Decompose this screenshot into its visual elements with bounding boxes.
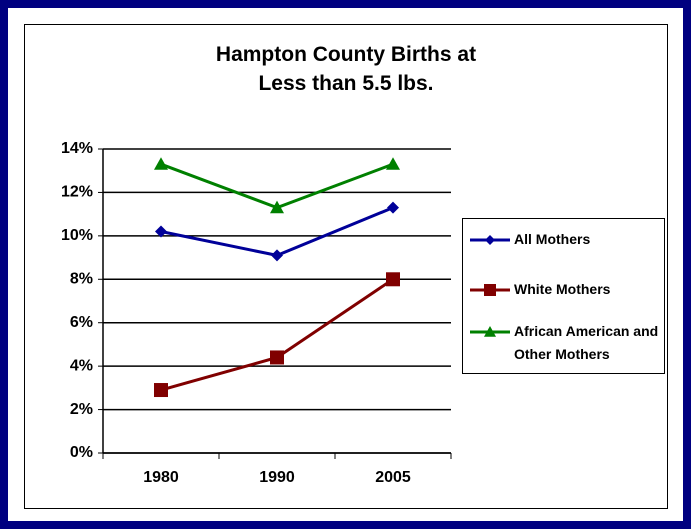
- legend-label: White Mothers: [514, 281, 611, 297]
- marker: [271, 249, 283, 262]
- marker: [484, 284, 496, 296]
- marker: [155, 225, 167, 238]
- marker: [154, 383, 168, 398]
- y-tick-label: 6%: [70, 314, 93, 331]
- y-tick-label: 12%: [61, 184, 93, 201]
- chart-title: Hampton County Births at Less than 5.5 l…: [215, 43, 477, 95]
- y-tick-label: 14%: [61, 140, 93, 157]
- marker: [154, 157, 168, 170]
- y-tick-label: 8%: [70, 271, 93, 288]
- x-tick-label: 2005: [375, 469, 411, 486]
- y-tick-label: 4%: [70, 357, 93, 374]
- legend-label: All Mothers: [514, 231, 591, 247]
- marker: [485, 235, 495, 245]
- y-tick-label: 0%: [70, 444, 93, 461]
- marker: [386, 272, 400, 287]
- x-tick-label: 1980: [143, 469, 179, 486]
- x-tick-label: 1990: [259, 469, 295, 486]
- legend-label-box: African American and Other Mothers: [514, 323, 659, 362]
- marker: [387, 201, 399, 214]
- marker: [484, 326, 496, 337]
- marker: [270, 200, 284, 214]
- title-box: Hampton County Births at Less than 5.5 l…: [215, 43, 477, 95]
- y-tick-label: 10%: [61, 227, 93, 244]
- legend: [462, 218, 665, 374]
- marker: [270, 350, 284, 365]
- legend-label-box: All Mothers: [514, 231, 591, 247]
- legend-label: African American and Other Mothers: [514, 323, 659, 362]
- legend-label-box: White Mothers: [514, 281, 611, 297]
- marker: [386, 157, 400, 170]
- y-tick-label: 2%: [70, 401, 93, 418]
